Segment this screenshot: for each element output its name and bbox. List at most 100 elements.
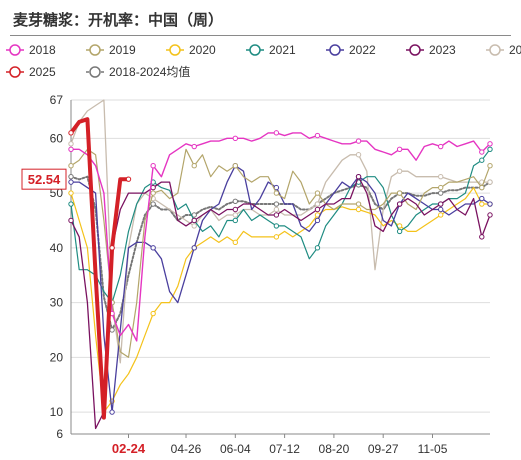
chart-title: 麦芽糖浆：开机率：中国（周） [13, 11, 224, 29]
data-point-2019-0 [68, 163, 74, 169]
y-tick-label-60: 60 [50, 131, 64, 145]
data-point-2023-51 [487, 212, 493, 218]
data-point-2019-40 [396, 190, 403, 196]
data-point-2022-5 [109, 409, 115, 415]
data-point-2019-10 [150, 190, 156, 196]
data-point-2022-30 [314, 217, 321, 224]
legend-label-2024: 2024 [509, 43, 521, 57]
data-point-2018-45 [438, 143, 444, 150]
y-tick-label-30: 30 [50, 296, 64, 310]
data-point-2020-50 [479, 201, 485, 207]
data-point-2022-50 [479, 195, 485, 202]
legend-label-2021: 2021 [269, 43, 296, 57]
data-point-2020-10 [150, 310, 156, 317]
data-point-2023-40 [396, 201, 403, 207]
legend-label-2022: 2022 [349, 43, 376, 57]
data-point-2023-35 [355, 173, 362, 180]
data-point-2019-35 [355, 201, 362, 207]
data-point-2018-2024均值-45 [438, 190, 444, 196]
legend-label-2020: 2020 [189, 43, 216, 57]
legend-marker-2019 [89, 44, 101, 56]
data-point-2019-30 [314, 190, 321, 196]
legend-marker-2021 [249, 44, 261, 56]
legend-label-2023: 2023 [429, 43, 456, 57]
current-date-label: 02-24 [112, 441, 146, 456]
data-point-2018-2024均值-10 [150, 201, 156, 207]
data-point-2025-7 [125, 176, 132, 182]
data-point-2021-30 [314, 245, 321, 251]
data-point-2023-10 [150, 184, 156, 191]
data-point-2025-0 [68, 130, 74, 136]
data-point-2020-35 [355, 206, 362, 213]
y-tick-label-67: 67 [50, 93, 64, 107]
x-tick-label-08-20: 08-20 [319, 442, 350, 456]
data-point-2024-30 [314, 201, 321, 207]
data-point-2020-20 [232, 239, 239, 246]
data-point-2023-20 [232, 206, 239, 213]
data-point-2018-35 [355, 138, 362, 144]
data-point-2023-50 [479, 234, 485, 240]
data-point-2020-25 [273, 234, 280, 240]
legend-marker-2023 [409, 44, 421, 56]
current-value-label: 52.54 [28, 172, 61, 187]
x-tick-label-06-04: 06-04 [220, 442, 251, 456]
data-point-2025-5 [109, 245, 115, 251]
legend-marker-2024 [489, 44, 501, 56]
data-point-2024-25 [273, 206, 280, 213]
current-date-box [106, 439, 151, 458]
y-tick-label-40: 40 [50, 241, 64, 255]
data-point-2022-45 [438, 206, 444, 213]
legend-marker-2020 [169, 44, 181, 56]
data-point-2018-15 [191, 143, 197, 150]
data-point-2024-20 [232, 212, 239, 218]
legend-marker-2018 [9, 44, 21, 56]
data-point-2021-20 [232, 217, 239, 224]
data-point-2021-0 [68, 201, 74, 207]
data-point-2019-15 [191, 163, 197, 169]
x-tick-label-09-27: 09-27 [368, 442, 399, 456]
data-point-2018-25 [273, 130, 280, 136]
data-point-2019-25 [273, 190, 280, 196]
data-point-2018-2024均值-20 [232, 198, 239, 204]
y-tick-label-10: 10 [50, 405, 64, 419]
series-line-2018-2024均值 [70, 175, 491, 331]
data-point-2018-51 [487, 141, 493, 147]
data-point-2024-40 [396, 168, 403, 174]
y-tick-label-6: 6 [56, 427, 63, 441]
legend-marker-2022 [329, 44, 341, 56]
data-point-2021-51 [487, 146, 493, 152]
data-point-2022-15 [191, 245, 197, 251]
legend-label-2018: 2018 [29, 43, 56, 57]
data-point-2019-20 [232, 163, 239, 169]
data-point-2024-15 [191, 223, 197, 229]
y-tick-label-20: 20 [50, 350, 64, 364]
x-tick-label-11-05: 11-05 [418, 442, 448, 456]
data-point-2024-35 [355, 152, 362, 158]
data-point-2018-2024均值-0 [68, 173, 74, 180]
legend-label-2018-2024均值: 2018-2024均值 [109, 64, 190, 79]
data-point-2020-0 [68, 190, 74, 196]
data-point-2018-20 [232, 135, 239, 142]
data-point-2023-25 [273, 212, 280, 218]
current-value-box [21, 168, 67, 190]
data-point-2018-40 [396, 146, 403, 152]
series-line-2020 [70, 187, 491, 413]
legend-marker-2018-2024均值 [89, 66, 101, 78]
data-point-2024-0 [68, 141, 74, 147]
data-point-2018-50 [479, 149, 485, 155]
legend-marker-2025 [9, 66, 21, 78]
series-line-2021 [70, 148, 491, 304]
data-point-2019-45 [438, 184, 444, 191]
data-point-2019-51 [487, 163, 493, 169]
data-point-2018-10 [150, 163, 156, 169]
data-point-2023-0 [68, 217, 74, 224]
data-point-2022-10 [150, 245, 156, 251]
title-divider [10, 35, 511, 36]
data-point-2021-50 [479, 157, 485, 163]
legend-label-2019: 2019 [109, 43, 136, 57]
data-point-2023-30 [314, 206, 321, 213]
data-point-2018-30 [314, 132, 321, 139]
data-point-2021-40 [396, 228, 403, 235]
series-line-2023 [70, 176, 491, 430]
